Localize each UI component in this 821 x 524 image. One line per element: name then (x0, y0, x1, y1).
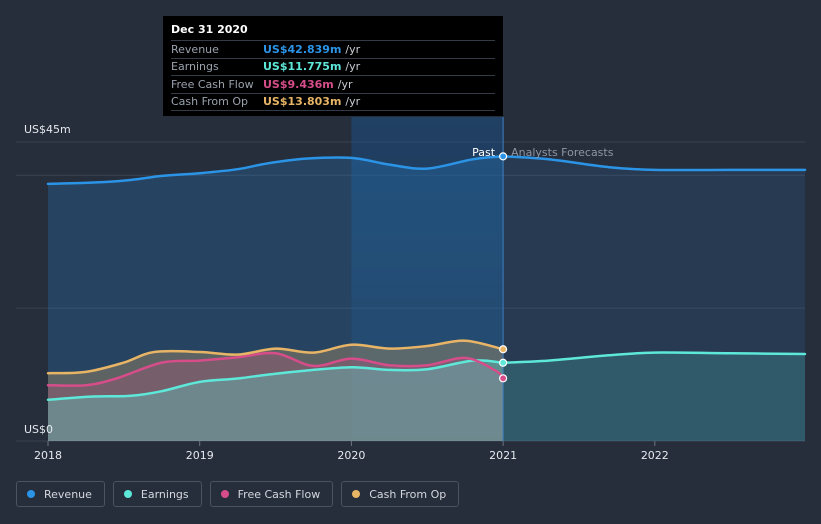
y-axis-max-label: US$45m (24, 123, 71, 136)
x-tick-label: 2020 (337, 449, 365, 462)
legend-dot-icon (220, 490, 229, 498)
forecast-label: Analysts Forecasts (511, 146, 614, 159)
marker-cash-from-op (499, 345, 508, 354)
legend-item-revenue[interactable]: Revenue (16, 481, 105, 507)
legend-label: Free Cash Flow (237, 487, 321, 501)
tooltip-value: US$13.803m (263, 95, 342, 109)
legend-item-earnings[interactable]: Earnings (112, 481, 202, 507)
x-tick-label: 2022 (641, 449, 669, 462)
legend-label: Cash From Op (369, 487, 447, 501)
legend-dot-icon (123, 490, 132, 498)
legend-label: Earnings (140, 487, 189, 501)
legend-dot-icon (352, 490, 361, 498)
area-free-cash-flow (48, 353, 504, 441)
tooltip-label: Cash From Op (171, 95, 249, 109)
tooltip-row-revenue: Revenue US$42.839m /yr (171, 41, 495, 59)
chart: Past Analysts Forecasts US$45m US$0 2018 201… (16, 117, 807, 462)
past-label: Past (472, 146, 496, 159)
forecast-line-earnings (501, 351, 807, 365)
tooltip-row-cash-from-op: Cash From Op US$13.803m /yr (171, 94, 495, 111)
legend-item-free-cash-flow[interactable]: Free Cash Flow (209, 481, 334, 507)
x-tick-label: 2018 (34, 449, 62, 462)
marker-free-cash-flow (499, 374, 508, 383)
tooltip-value: US$42.839m (263, 42, 342, 56)
area-earnings (48, 360, 504, 441)
forecast-area-earnings (503, 352, 805, 441)
legend: Revenue Earnings Free Cash Flow Cash Fro… (16, 481, 460, 507)
tooltip-label: Revenue (171, 42, 219, 56)
tooltip-unit: /yr (345, 60, 361, 74)
line-free-cash-flow (46, 351, 505, 387)
marker-revenue (499, 152, 508, 161)
tooltip-unit: /yr (337, 77, 353, 91)
forecast-area-revenue (503, 156, 805, 441)
line-cash-from-op (46, 339, 505, 375)
tooltip-row-free-cash-flow: Free Cash Flow US$9.436m /yr (171, 76, 495, 94)
hover-band (351, 117, 504, 441)
tooltip: Dec 31 2020 Revenue US$42.839m /yr Earni… (163, 16, 503, 116)
legend-dot-icon (27, 490, 35, 498)
line-earnings (46, 359, 505, 402)
y-axis-min-label: US$0 (24, 423, 53, 436)
tooltip-value: US$9.436m (263, 77, 334, 91)
tooltip-label: Earnings (171, 60, 219, 74)
forecast-line-revenue (501, 155, 807, 172)
line-revenue (46, 155, 505, 186)
x-tick-label: 2021 (489, 449, 517, 462)
tooltip-date: Dec 31 2020 (171, 23, 495, 41)
legend-item-cash-from-op[interactable]: Cash From Op (341, 481, 460, 507)
tooltip-unit: /yr (345, 42, 361, 56)
tooltip-label: Free Cash Flow (171, 77, 254, 91)
marker-earnings (499, 358, 508, 367)
legend-label: Revenue (44, 487, 92, 501)
tooltip-value: US$11.775m (263, 60, 342, 74)
tooltip-unit: /yr (345, 95, 361, 109)
x-tick-label: 2019 (186, 449, 214, 462)
tooltip-row-earnings: Earnings US$11.775m /yr (171, 59, 495, 76)
